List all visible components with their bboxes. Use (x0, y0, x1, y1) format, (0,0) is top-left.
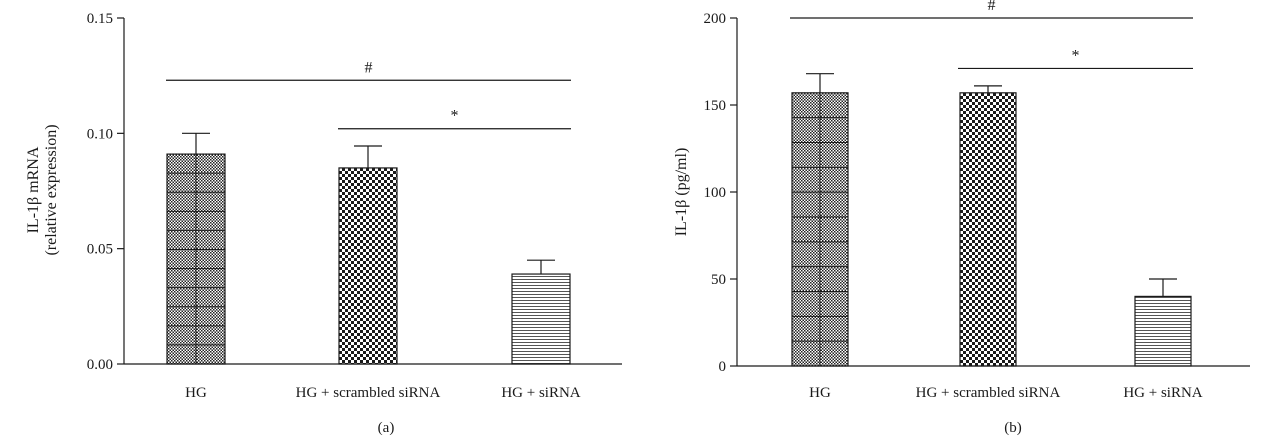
y-tick-label: 200 (704, 11, 727, 27)
y-tick-label: 100 (704, 185, 727, 201)
y-tick-label: 0.10 (87, 126, 113, 142)
y-ticks-b: 0 50 100 150 200 (704, 11, 737, 375)
x-category-label: HG + siRNA (1123, 385, 1202, 401)
bars-b (791, 92, 1192, 367)
x-categories-a: HG HG + scrambled siRNA HG + siRNA (185, 385, 581, 401)
x-category-label: HG + scrambled siRNA (916, 385, 1061, 401)
bar (959, 92, 1017, 367)
significance-a: #* (166, 59, 571, 130)
significance-b: #* (790, 0, 1193, 70)
significance-label: # (365, 59, 373, 76)
bars-a (166, 153, 571, 365)
error-bars-a (182, 132, 555, 275)
y-tick-label: 0 (719, 359, 727, 375)
x-category-label: HG (185, 385, 207, 401)
y-ticks-a: 0.00 0.05 0.10 0.15 (87, 11, 124, 373)
bar (1134, 295, 1192, 367)
panel-label-a: (a) (378, 420, 395, 436)
significance-label: # (988, 0, 996, 14)
error-bars-b (806, 73, 1177, 297)
bar (338, 167, 398, 365)
y-tick-label: 0.05 (87, 242, 113, 258)
x-categories-b: HG HG + scrambled siRNA HG + siRNA (809, 385, 1203, 401)
ylabel-b: IL-1β (pg/ml) (673, 148, 690, 237)
significance-label: * (451, 108, 459, 125)
bar (511, 273, 571, 365)
ylabel-a-line2: (relative expression) (43, 124, 60, 255)
ylabel-a-line1: IL-1β mRNA (25, 146, 42, 233)
x-category-label: HG + siRNA (501, 385, 580, 401)
y-tick-label: 0.15 (87, 11, 113, 27)
y-tick-label: 150 (704, 98, 727, 114)
x-category-label: HG (809, 385, 831, 401)
y-tick-label: 50 (711, 272, 726, 288)
panel-label-b: (b) (1004, 420, 1022, 436)
chart-panel-a: IL-1β mRNA (relative expression) 0.000.0… (25, 11, 622, 436)
significance-label: * (1072, 47, 1080, 64)
x-category-label: HG + scrambled siRNA (296, 385, 441, 401)
y-tick-label: 0.00 (87, 357, 113, 373)
